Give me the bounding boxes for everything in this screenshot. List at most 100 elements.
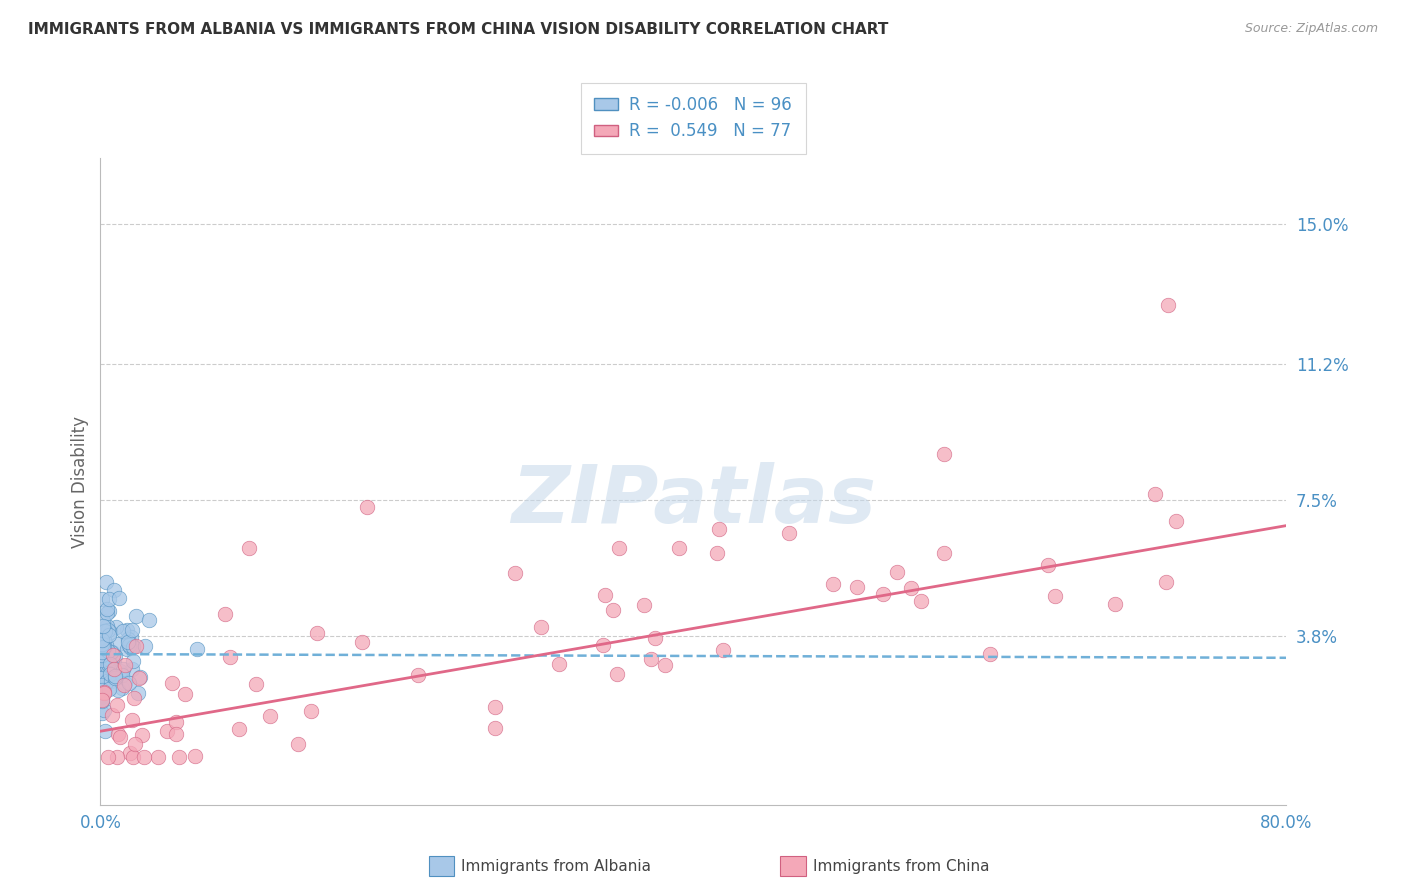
- Point: [93, 686, 115, 700]
- Point: [94, 624, 117, 639]
- Point: [162, 675, 184, 690]
- Point: [644, 632, 666, 646]
- Point: [114, 676, 136, 690]
- Point: [97, 750, 120, 764]
- Point: [90, 654, 112, 668]
- Point: [90, 678, 112, 692]
- Point: [305, 625, 328, 640]
- Point: [97, 604, 120, 618]
- Point: [96, 659, 118, 673]
- Point: [97, 682, 120, 697]
- Point: [173, 687, 195, 701]
- Point: [97, 657, 120, 672]
- Point: [96, 601, 118, 615]
- Point: [104, 669, 127, 683]
- Point: [299, 704, 322, 718]
- Point: [117, 632, 139, 646]
- Point: [96, 606, 118, 620]
- Point: [120, 630, 142, 644]
- Point: [101, 708, 124, 723]
- Point: [778, 526, 800, 541]
- Point: [90, 648, 112, 662]
- Point: [105, 698, 128, 713]
- Point: [96, 638, 118, 652]
- Point: [110, 664, 132, 678]
- Point: [101, 644, 124, 658]
- Point: [167, 750, 190, 764]
- Point: [97, 652, 120, 666]
- Point: [98, 628, 121, 642]
- Point: [146, 750, 169, 764]
- Point: [1154, 575, 1177, 590]
- Point: [107, 727, 129, 741]
- Point: [640, 652, 662, 666]
- Point: [125, 640, 148, 654]
- Point: [184, 748, 207, 763]
- Point: [103, 662, 125, 676]
- Point: [245, 677, 267, 691]
- Point: [408, 668, 430, 682]
- Point: [101, 648, 124, 662]
- Point: [668, 541, 690, 556]
- Point: [93, 657, 115, 671]
- Point: [711, 643, 734, 657]
- Point: [93, 624, 115, 638]
- Point: [979, 647, 1001, 661]
- Point: [259, 708, 281, 723]
- Point: [127, 686, 149, 700]
- Point: [91, 645, 114, 659]
- Point: [156, 724, 179, 739]
- Point: [94, 667, 117, 681]
- Point: [114, 658, 136, 673]
- Text: ZIPatlas: ZIPatlas: [510, 462, 876, 540]
- Point: [105, 750, 128, 764]
- Point: [593, 588, 616, 602]
- Point: [98, 667, 121, 681]
- Point: [484, 700, 506, 714]
- Point: [606, 666, 628, 681]
- Point: [91, 663, 114, 677]
- Point: [90, 692, 112, 706]
- Point: [131, 729, 153, 743]
- Point: [93, 639, 115, 653]
- Point: [633, 598, 655, 612]
- Text: Immigrants from China: Immigrants from China: [813, 859, 990, 873]
- Point: [90, 644, 112, 658]
- Point: [934, 447, 956, 461]
- Point: [100, 662, 122, 676]
- Point: [90, 683, 112, 698]
- Point: [90, 653, 112, 667]
- Point: [103, 582, 125, 597]
- Point: [118, 639, 141, 653]
- Point: [122, 654, 145, 668]
- Point: [90, 671, 112, 685]
- Point: [97, 658, 120, 673]
- Point: [128, 670, 150, 684]
- Point: [91, 694, 114, 708]
- Point: [530, 620, 553, 634]
- Point: [91, 632, 114, 646]
- Point: [484, 721, 506, 735]
- Point: [93, 640, 115, 654]
- Point: [350, 634, 373, 648]
- Point: [547, 657, 569, 671]
- Point: [592, 638, 614, 652]
- Point: [93, 640, 115, 655]
- Text: IMMIGRANTS FROM ALBANIA VS IMMIGRANTS FROM CHINA VISION DISABILITY CORRELATION C: IMMIGRANTS FROM ALBANIA VS IMMIGRANTS FR…: [28, 22, 889, 37]
- Point: [96, 618, 118, 632]
- Point: [872, 587, 894, 601]
- Point: [111, 681, 134, 696]
- Point: [122, 690, 145, 705]
- Text: Source: ZipAtlas.com: Source: ZipAtlas.com: [1244, 22, 1378, 36]
- Point: [1157, 298, 1180, 312]
- Point: [91, 637, 114, 651]
- Point: [122, 640, 145, 654]
- Point: [97, 644, 120, 658]
- Point: [120, 640, 142, 654]
- Point: [287, 737, 309, 751]
- Point: [91, 689, 114, 703]
- Point: [91, 614, 114, 628]
- Point: [91, 637, 114, 651]
- Point: [886, 565, 908, 579]
- Point: [93, 724, 115, 739]
